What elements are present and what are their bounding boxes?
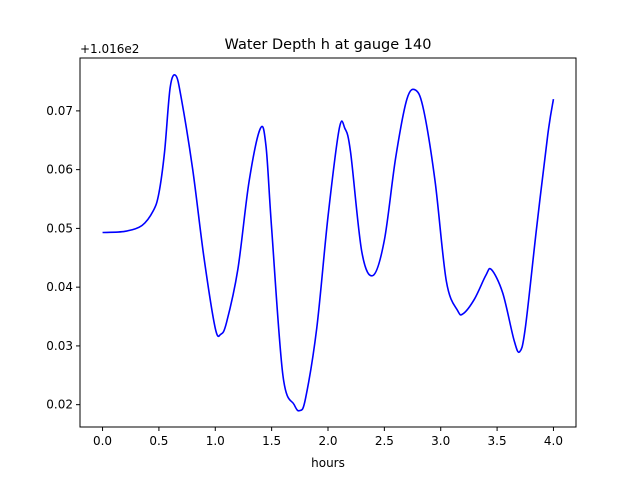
x-tick-label: 2.5 [375,434,394,448]
x-tick-label: 0.5 [149,434,168,448]
x-axis: 0.0 0.5 1.0 1.5 2.0 2.5 3.0 3.5 4.0 [93,427,563,448]
series-line [102,74,555,412]
y-tick-label: 0.02 [46,398,73,412]
x-tick-label: 1.0 [206,434,225,448]
x-tick-label: 4.0 [544,434,563,448]
x-tick-label: 3.5 [488,434,507,448]
x-tick-label: 2.0 [318,434,337,448]
x-tick-label: 0.0 [93,434,112,448]
y-tick-label: 0.04 [46,280,73,294]
y-axis: 0.02 0.03 0.04 0.05 0.06 0.07 [46,104,80,412]
x-axis-label: hours [311,456,345,470]
y-tick-label: 0.05 [46,221,73,235]
x-tick-label: 1.5 [262,434,281,448]
x-tick-label: 3.0 [431,434,450,448]
y-offset-label: +1.016e2 [80,42,139,56]
chart-title: Water Depth h at gauge 140 [225,37,432,53]
y-tick-label: 0.06 [46,163,73,177]
y-tick-label: 0.07 [46,104,73,118]
plot-frame [79,57,577,428]
y-tick-label: 0.03 [46,339,73,353]
